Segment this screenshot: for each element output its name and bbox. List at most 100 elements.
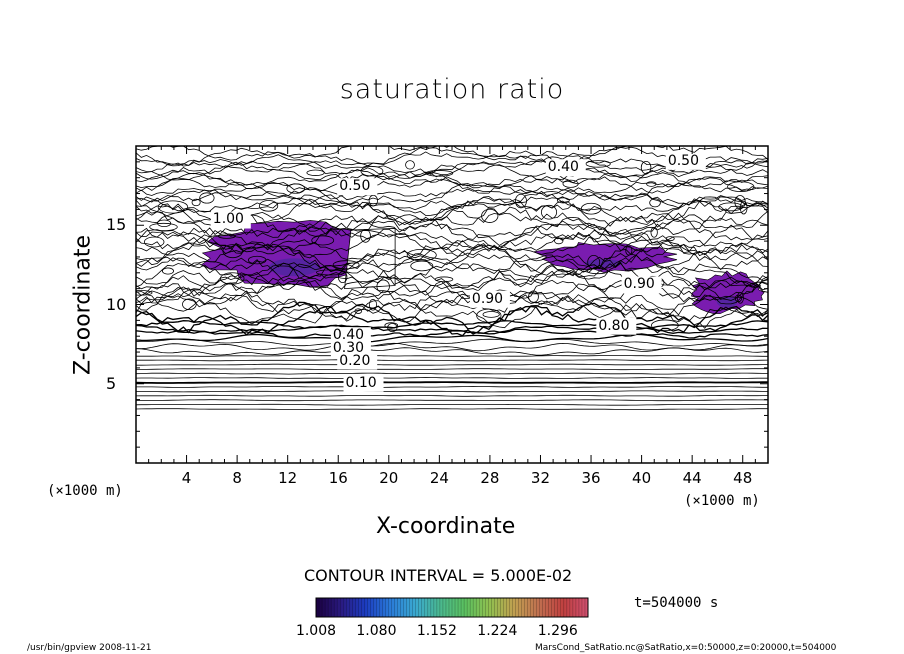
contour-line [136,342,768,352]
contour-loop [384,322,399,329]
contour-loop [286,183,306,194]
contour-loop [337,271,348,284]
contour-line [136,228,768,259]
contour-line [136,333,768,343]
contour-loop [481,208,499,223]
colorbar-tick-label: 1.152 [416,623,457,639]
contour-line [136,265,768,298]
contour-loop [354,308,363,314]
contour-line [136,176,768,198]
contour-loop [157,200,189,214]
contour-line [136,186,768,207]
contour-loop [640,160,652,175]
y-tick-label: 10 [106,294,127,314]
y-tick-label: 5 [106,373,117,393]
footer-right: MarsCond_SatRatio.nc@SatRatio,x=0:50000,… [535,643,837,653]
x-tick-label: 44 [682,469,702,487]
colorbar-tick-label: 1.008 [295,623,337,639]
contour-line [136,385,768,388]
contour-line [136,252,768,283]
contour-loop [136,290,153,296]
contour-loop [425,170,454,177]
x-axis-label: X-coordinate [376,514,516,539]
contour-loop [191,198,201,207]
contour-line [136,194,768,216]
contour-loop [665,236,675,242]
contour-label: 0.90 [623,276,655,293]
contour-loop [247,255,267,265]
contour-line [136,359,768,362]
contour-loop [625,245,633,256]
contour-loop [182,298,197,311]
contour-line [136,274,768,306]
contour-line [136,167,768,190]
contour-loop [306,169,325,176]
contour-label: 0.80 [598,317,630,334]
contour-line [136,211,768,241]
contour-line [136,390,768,393]
contour-loop [739,200,748,215]
contour-line [136,182,768,203]
contour-loop [360,165,384,177]
contour-loop [736,292,744,304]
contour-loop [482,311,500,318]
contour-loop [222,244,243,259]
contour-loop [734,195,746,210]
x-unit-left: (×1000 m) [47,483,123,499]
contour-label: 0.20 [339,352,371,369]
x-tick-label: 16 [328,469,348,487]
x-unit-right: (×1000 m) [684,493,760,509]
contour-loop [434,276,454,283]
contour-line [136,377,768,379]
contour-line [136,372,768,375]
contour-line [136,281,768,316]
colorbar [315,597,589,618]
contour-loop [199,192,215,204]
contour-line [136,403,768,406]
contour-loop [143,236,165,248]
contour-loop [649,198,661,208]
contour-line [136,160,768,180]
contour-loop [585,160,611,168]
x-tick-label: 24 [429,469,449,487]
contour-loop [554,237,564,245]
contour-line [136,232,768,266]
contour-label: 0.50 [339,178,371,195]
colorbar-tick-label: 1.080 [356,623,397,639]
y-tick-label: 15 [106,215,127,235]
contour-line [136,296,768,329]
contour-loop [651,319,679,332]
contour-line [136,224,768,256]
x-tick-label: 4 [181,469,192,487]
contour-line [136,338,768,347]
x-tick-label: 40 [632,469,652,487]
colorbar-tick-label: 1.224 [477,623,518,639]
contour-loop [405,160,415,170]
contour-loop [368,298,378,311]
contour-label: 0.40 [547,159,579,176]
contour-line [136,408,768,410]
contour-loop [734,294,743,303]
footer-left: /usr/bin/gpview 2008-11-21 [27,643,152,653]
contour-line [136,368,768,371]
contour-loop [718,202,744,212]
contour-line [136,394,768,397]
x-tick-label: 28 [480,469,500,487]
x-tick-label: 12 [278,469,298,487]
contour-lines [136,146,768,410]
contour-label: 0.50 [667,152,699,169]
contour-loop [587,254,601,270]
contour-line [136,285,768,321]
contour-line [136,347,768,356]
x-tick-label: 36 [581,469,601,487]
contour-loop [410,260,434,272]
contour-loop [727,181,755,192]
contour-loop [580,202,602,215]
contour-loop [514,193,527,209]
contour-line [136,301,768,334]
contour-line [136,196,768,225]
contour-line [136,248,768,279]
x-tick-label: 20 [379,469,399,487]
contour-line [136,154,768,176]
